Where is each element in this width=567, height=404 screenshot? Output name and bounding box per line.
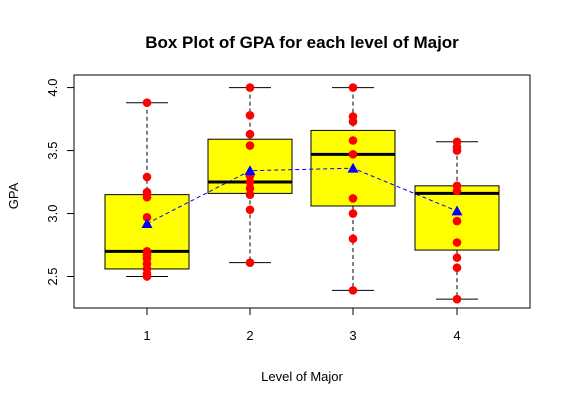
data-point xyxy=(452,238,462,247)
data-point xyxy=(142,172,152,182)
data-point xyxy=(245,190,255,199)
y-tick-label: 4.0 xyxy=(45,79,60,97)
data-point xyxy=(348,112,358,121)
data-point xyxy=(142,187,152,197)
data-point xyxy=(245,177,255,187)
data-point xyxy=(245,111,255,120)
x-tick-label: 1 xyxy=(143,328,150,343)
x-tick-label: 2 xyxy=(246,328,253,343)
data-point xyxy=(245,205,255,215)
data-point xyxy=(245,129,255,139)
x-axis: 1 2 3 4 xyxy=(143,307,461,343)
data-point xyxy=(348,194,358,203)
chart-title: Box Plot of GPA for each level of Major xyxy=(145,33,459,52)
data-point xyxy=(142,98,152,108)
data-point xyxy=(452,253,462,262)
mean-trend-line xyxy=(146,167,458,225)
x-axis-label: Level of Major xyxy=(261,369,343,384)
data-point xyxy=(348,83,358,92)
data-point xyxy=(245,184,255,193)
data-point xyxy=(348,286,358,295)
data-point xyxy=(348,136,358,145)
data-point xyxy=(452,294,462,304)
data-point xyxy=(245,141,255,150)
x-tick-label: 4 xyxy=(453,328,460,343)
y-tick-label: 3.5 xyxy=(45,142,60,160)
y-tick-label: 3.0 xyxy=(45,205,60,223)
mean-marker xyxy=(244,165,256,176)
data-point xyxy=(348,150,358,159)
x-tick-label: 3 xyxy=(349,328,356,343)
data-point xyxy=(452,137,462,147)
y-tick-label: 2.5 xyxy=(45,267,60,285)
data-point xyxy=(452,263,462,272)
plot-area xyxy=(104,83,500,304)
mean-marker xyxy=(141,218,153,229)
y-axis: 2.5 3.0 3.5 4.0 xyxy=(45,79,75,286)
data-point xyxy=(142,247,152,256)
mean-marker xyxy=(347,162,359,173)
data-point xyxy=(142,213,152,222)
data-point xyxy=(452,181,462,191)
data-point xyxy=(348,234,358,244)
data-point xyxy=(245,258,255,267)
y-axis-label: GPA xyxy=(6,182,21,209)
data-point xyxy=(245,83,255,92)
data-point xyxy=(348,209,358,218)
mean-marker xyxy=(451,205,463,216)
data-point xyxy=(452,216,462,226)
